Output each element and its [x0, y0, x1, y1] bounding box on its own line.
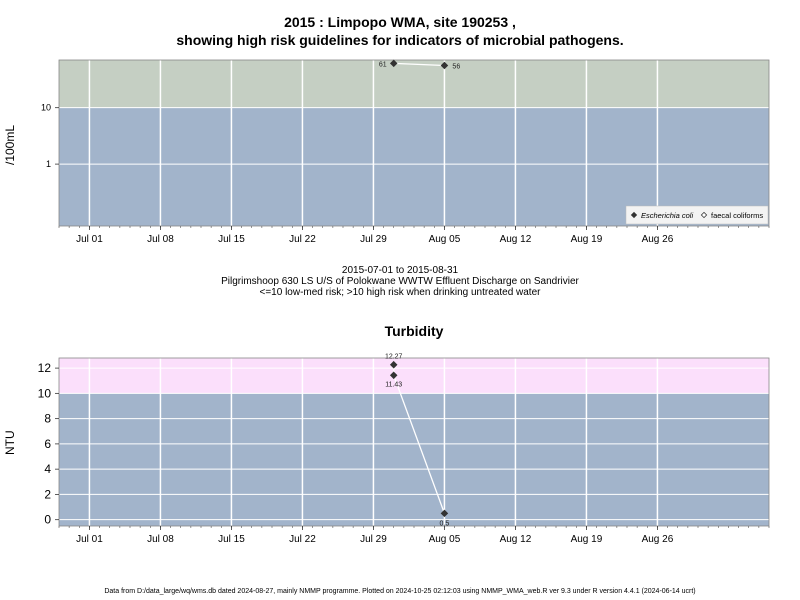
high-risk-zone [59, 358, 769, 394]
legend-label-faecal: faecal coliforms [711, 211, 763, 220]
y-tick-label: 2 [44, 487, 51, 501]
data-label: 12.27 [385, 354, 403, 361]
microbial-y-axis-label: /100mL [3, 124, 17, 165]
x-tick-label: Jul 29 [360, 534, 387, 545]
microbial-chart: Jul 01 Jul 08 Jul 15 Jul 22 Jul 29 Aug 05 Aug … [41, 59, 770, 245]
y-tick-label: 4 [44, 462, 51, 476]
y-tick-label: 1 [46, 159, 51, 169]
x-tick-label: Aug 12 [500, 234, 532, 245]
data-point [440, 509, 449, 518]
caption-date-range: 2015-07-01 to 2015-08-31 [341, 265, 459, 276]
y-tick-label: 10 [41, 103, 51, 113]
data-point [389, 360, 398, 369]
data-label: 56 [452, 63, 460, 70]
legend-marker-faecal [700, 211, 708, 219]
x-tick-label: Jul 15 [218, 534, 245, 545]
x-tick-label: Aug 19 [571, 234, 603, 245]
turbidity-chart: Turbidity Jul 01 Jul 08 Jul 15 Jul 22 Jul 29 A… [38, 323, 770, 545]
x-tick-label: Aug 26 [642, 234, 674, 245]
high-risk-zone [59, 60, 769, 108]
y-tick-label: 6 [44, 437, 51, 451]
x-tick-label: Jul 08 [147, 534, 174, 545]
legend-marker-ecoli [630, 211, 638, 219]
chart-title-line-2: showing high risk guidelines for indicat… [176, 32, 624, 48]
x-tick-label: Aug 05 [429, 534, 461, 545]
low-risk-zone [59, 393, 769, 526]
y-tick-label: 8 [44, 412, 51, 426]
data-label: 61 [379, 61, 387, 68]
y-tick-label: 10 [38, 386, 52, 400]
x-tick-label: Aug 19 [571, 534, 603, 545]
data-point [389, 59, 398, 68]
data-point [389, 371, 398, 380]
caption-site-description: Pilgrimshoop 630 LS U/S of Polokwane WWT… [221, 276, 579, 287]
y-tick-label: 12 [38, 361, 52, 375]
x-tick-label: Aug 05 [429, 234, 461, 245]
turbidity-title: Turbidity [385, 323, 444, 339]
x-tick-label: Jul 22 [289, 534, 316, 545]
x-tick-label: Aug 12 [500, 534, 532, 545]
legend-label-ecoli: Escherichia coli [641, 211, 693, 220]
x-tick-label: Jul 08 [147, 234, 174, 245]
x-tick-label: Jul 22 [289, 234, 316, 245]
x-tick-label: Jul 15 [218, 234, 245, 245]
chart-title-line-1: 2015 : Limpopo WMA, site 190253 , [284, 14, 516, 30]
x-tick-label: Aug 26 [642, 534, 674, 545]
data-label: 11.43 [385, 381, 402, 388]
x-tick-label: Jul 29 [360, 234, 387, 245]
footer-note: Data from D:/data_large/wq/wms.db dated … [104, 588, 696, 595]
series-line [393, 62, 445, 67]
x-tick-label: Jul 01 [76, 534, 103, 545]
y-tick-label: 0 [44, 513, 51, 527]
turbidity-y-axis-label: NTU [3, 430, 17, 455]
data-label: 0.5 [440, 520, 450, 527]
legend-box [625, 205, 769, 225]
x-tick-label: Jul 01 [76, 234, 103, 245]
data-point [440, 61, 449, 70]
caption-risk-note: <=10 low-med risk; >10 high risk when dr… [259, 287, 541, 298]
